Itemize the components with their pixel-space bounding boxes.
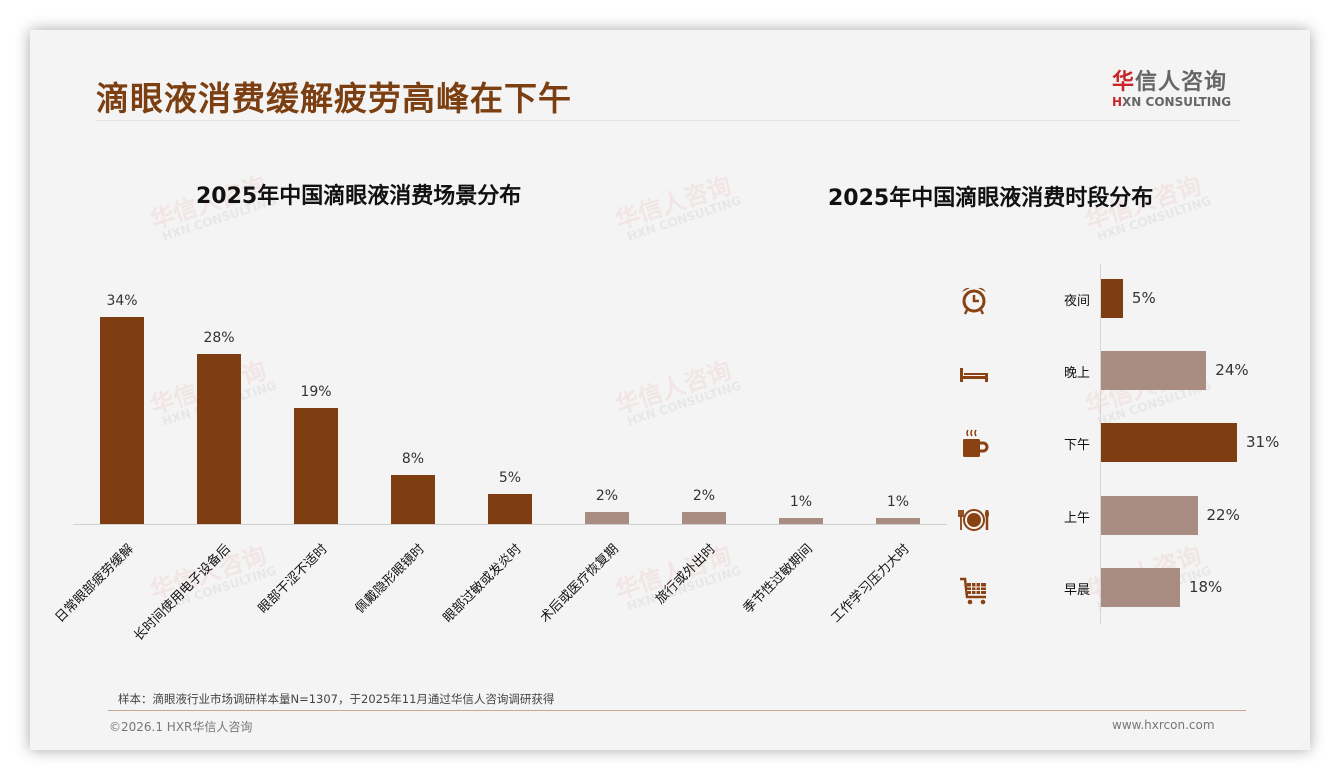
bar (100, 317, 144, 524)
y-axis-line (1100, 264, 1101, 624)
hbar (1101, 496, 1198, 535)
timeslot-chart-title: 2025年中国滴眼液消费时段分布 (828, 186, 1154, 211)
bar (682, 511, 726, 524)
x-axis-label: 术后或医疗恢复期 (537, 541, 622, 626)
shopping-cart-icon (960, 577, 986, 605)
coffee-cup-icon (963, 429, 989, 457)
hbar (1101, 423, 1237, 462)
bar (488, 493, 532, 524)
title-divider (96, 120, 1240, 121)
bar-value-label: 1% (789, 493, 813, 510)
y-axis-label: 早晨 (1063, 583, 1090, 598)
bar-value-label: 18% (1188, 578, 1223, 596)
bar (585, 511, 629, 524)
company-logo: 华信人咨询 HXN CONSULTING (1112, 64, 1242, 109)
bar-value-label: 5% (1131, 289, 1156, 307)
hbar (1101, 351, 1207, 390)
bar-value-label: 2% (692, 487, 716, 504)
bar-value-label: 28% (203, 329, 235, 346)
bar (876, 517, 920, 524)
bar-value-label: 5% (498, 469, 522, 486)
hbar (1101, 279, 1123, 318)
bar-value-label: 8% (401, 451, 425, 468)
bar (779, 517, 823, 524)
bar-value-label: 19% (300, 384, 332, 401)
bed-icon (960, 368, 988, 382)
x-axis-label: 佩戴隐形眼镜时 (352, 541, 428, 617)
y-axis-label: 下午 (1063, 438, 1090, 453)
scenario-chart-title: 2025年中国滴眼液消费场景分布 (196, 184, 522, 209)
copyright: ©2026.1 HXR华信人咨询 (109, 720, 253, 734)
alarm-clock-icon (962, 287, 986, 315)
x-axis-label: 长时间使用电子设备后 (131, 541, 234, 645)
bar (294, 408, 338, 524)
x-axis-label: 眼部过敏或发炎时 (440, 541, 525, 626)
bar-value-label: 34% (106, 293, 138, 309)
page-title: 滴眼液消费缓解疲劳高峰在下午 (96, 79, 572, 118)
bar-value-label: 2% (595, 487, 619, 504)
sample-note: 样本：滴眼液行业市场调研样本量N=1307，于2025年11月通过华信人咨询调研… (118, 692, 555, 706)
website-link[interactable]: www.hxrcon.com (1112, 718, 1215, 732)
x-axis-label: 季节性过敏期间 (740, 541, 816, 617)
x-axis-line (73, 524, 947, 525)
y-axis-label: 上午 (1063, 511, 1090, 526)
y-axis-label: 晚上 (1063, 366, 1090, 381)
x-axis-label: 旅行或外出时 (652, 541, 719, 608)
bar-value-label: 31% (1246, 433, 1280, 451)
x-axis-label: 日常眼部疲劳缓解 (52, 541, 137, 626)
bar-value-label: 1% (886, 493, 910, 510)
x-axis-label: 工作学习压力大时 (828, 541, 913, 626)
y-axis-label: 夜间 (1063, 294, 1090, 309)
hbar (1101, 568, 1180, 607)
bar (197, 353, 241, 524)
footer-divider (108, 710, 1246, 711)
bar-value-label: 24% (1215, 361, 1249, 379)
bar-value-label: 22% (1206, 506, 1240, 524)
bar (391, 475, 435, 524)
slide: 华信人咨询 HXN CONSULTING 华信人咨询 HXN CONSULTING … (30, 30, 1310, 750)
x-axis-label: 眼部干涩不适时 (255, 541, 331, 617)
plate-cutlery-icon (958, 509, 989, 531)
logo-chinese: 华信人咨询 (1112, 70, 1228, 95)
logo-english: HXN CONSULTING (1112, 95, 1232, 109)
